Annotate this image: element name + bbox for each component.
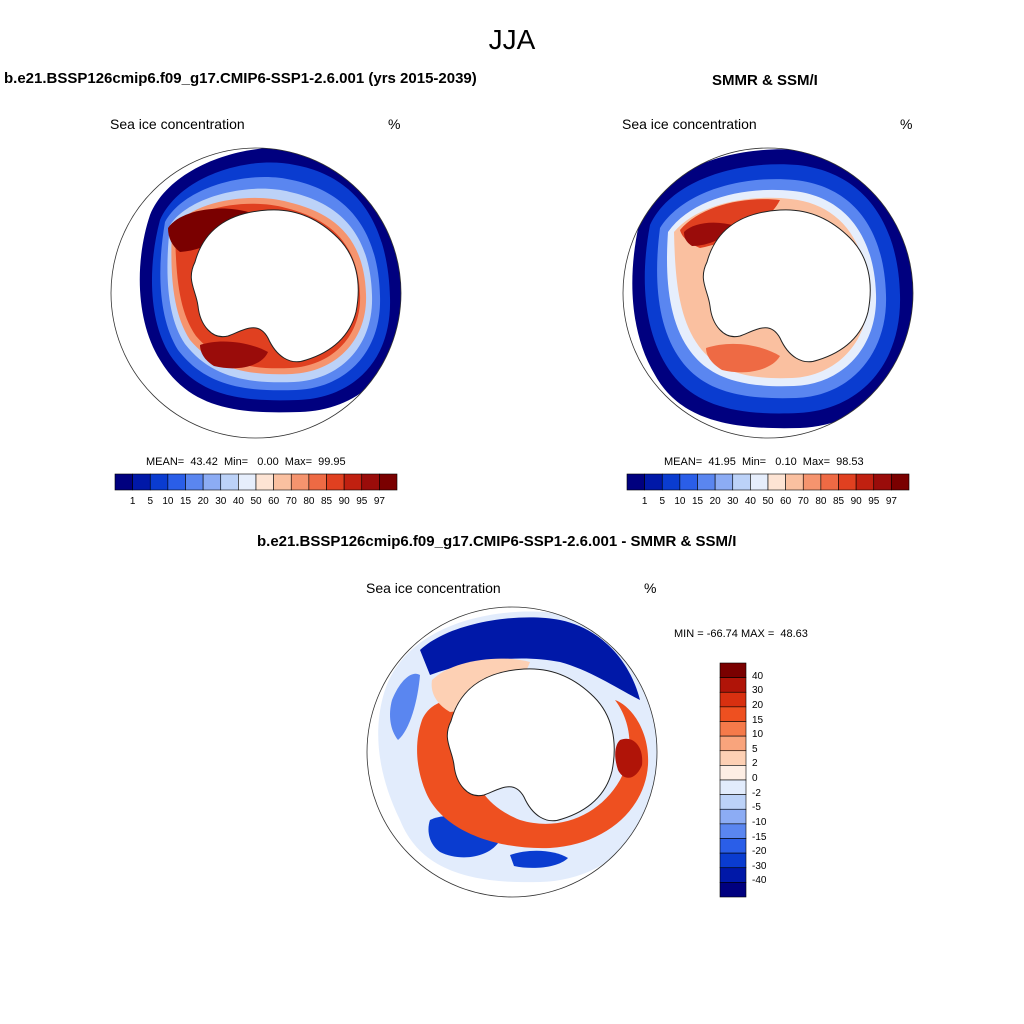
colorbar-tick-label: 90 xyxy=(850,496,862,507)
panel-stats-model: MEAN= 43.42 Min= 0.00 Max= 99.95 xyxy=(146,456,346,468)
antarctica-outline xyxy=(446,668,615,822)
colorbar-tick-label: 1 xyxy=(641,496,648,507)
colorbar-tick-label: 10 xyxy=(674,496,686,507)
colorbar-tick-label: 85 xyxy=(832,496,845,507)
colorbar-tick-label: 15 xyxy=(691,496,704,507)
colorbar-tick-label: 20 xyxy=(197,496,209,507)
colorbar-tick-label: 80 xyxy=(303,496,315,507)
panel-variable-label-diff: Sea ice concentration xyxy=(366,580,501,596)
colorbar-tick-label: 97 xyxy=(885,496,897,507)
colorbar-swatch xyxy=(719,721,747,737)
diff-negative-west xyxy=(390,673,420,740)
colorbar-swatch xyxy=(719,867,747,883)
colorbar-tick-label: 40 xyxy=(744,496,756,507)
colorbar-swatch xyxy=(719,838,747,854)
colorbar-tick-label: 10 xyxy=(162,496,174,507)
colorbar-tick-label: 85 xyxy=(320,496,333,507)
colorbar-swatch xyxy=(719,808,747,825)
ice-max-weddell xyxy=(684,222,736,246)
panel-units-label-model: % xyxy=(388,116,401,132)
colorbar-tick-label: 60 xyxy=(780,496,792,507)
colorbar-tick-label: 40 xyxy=(752,670,764,682)
colorbar-tick-label: 5 xyxy=(147,496,154,507)
colorbar-tick-label: 15 xyxy=(179,496,192,507)
colorbar-tick-label: 95 xyxy=(868,496,880,507)
panel-stats-diff: MIN = -66.74 MAX = 48.63 xyxy=(674,628,808,640)
colorbar-tick-label: 15 xyxy=(752,714,764,726)
colorbar-tick-label: 1 xyxy=(129,496,136,507)
colorbar-tick-label: -2 xyxy=(752,787,761,799)
colorbar-tick-label: 0 xyxy=(752,773,758,784)
colorbar-swatch xyxy=(719,823,747,839)
panel-title-model: b.e21.BSSP126cmip6.f09_g17.CMIP6-SSP1-2.… xyxy=(4,70,477,87)
colorbar-tick-label: 20 xyxy=(709,496,721,507)
colorbar-swatch xyxy=(719,706,747,722)
colorbar-tick-label: -5 xyxy=(752,802,761,814)
colorbar-tick-label: 97 xyxy=(373,496,385,507)
colorbar-model xyxy=(114,473,398,491)
colorbar-tick-label: 80 xyxy=(815,496,827,507)
panel-title-obs: SMMR & SSM/I xyxy=(712,72,818,89)
colorbar-tick-label: 2 xyxy=(752,758,758,770)
colorbar-swatch xyxy=(719,691,747,708)
colorbar-tick-label: 10 xyxy=(752,729,764,741)
colorbar-swatch xyxy=(719,852,747,869)
colorbar-swatch xyxy=(719,662,747,678)
ice-high-ross xyxy=(706,343,780,373)
colorbar-tick-label: 30 xyxy=(752,685,764,697)
colorbar-obs xyxy=(626,473,910,491)
colorbar-tick-label: 95 xyxy=(356,496,368,507)
diff-positive-ring xyxy=(417,700,649,849)
figure-title: JJA xyxy=(488,24,536,55)
colorbar-swatch xyxy=(719,765,747,781)
panel-units-label-diff: % xyxy=(644,580,657,596)
panel-units-label-obs: % xyxy=(900,116,913,132)
panel-variable-label-model: Sea ice concentration xyxy=(110,116,245,132)
colorbar-swatch xyxy=(719,677,747,693)
ice-max-ross xyxy=(200,341,268,369)
colorbar-tick-label: 5 xyxy=(752,743,758,755)
colorbar-tick-label: -10 xyxy=(752,816,767,828)
panel-stats-obs: MEAN= 41.95 Min= 0.10 Max= 98.53 xyxy=(664,456,864,468)
colorbar-tick-label: 20 xyxy=(752,699,764,711)
antarctica-outline xyxy=(190,209,359,363)
colorbar-tick-label: 5 xyxy=(659,496,666,507)
diff-negative-north xyxy=(420,617,640,700)
colorbar-tick-label: 90 xyxy=(338,496,350,507)
colorbar-tick-label: -15 xyxy=(752,831,767,843)
colorbar-swatch xyxy=(891,473,910,491)
colorbar-swatch xyxy=(719,882,747,898)
colorbar-swatch xyxy=(719,779,747,795)
diff-strong-east xyxy=(615,738,643,778)
colorbar-swatch xyxy=(719,750,747,766)
colorbar-tick-label: -40 xyxy=(752,875,767,887)
colorbar-swatch xyxy=(719,735,747,752)
colorbar-diff xyxy=(719,662,747,898)
colorbar-tick-label: -20 xyxy=(752,846,767,858)
colorbar-tick-label: 50 xyxy=(762,496,774,507)
colorbar-tick-label: 70 xyxy=(285,496,297,507)
colorbar-tick-label: -30 xyxy=(752,860,767,872)
colorbar-tick-label: 40 xyxy=(232,496,244,507)
colorbar-tick-label: 30 xyxy=(215,496,227,507)
colorbar-swatch xyxy=(719,794,747,810)
colorbar-tick-label: 30 xyxy=(727,496,739,507)
colorbar-swatch xyxy=(379,473,398,491)
diff-negative-south2 xyxy=(510,850,568,868)
antarctica-outline xyxy=(702,209,871,363)
colorbar-tick-label: 70 xyxy=(797,496,809,507)
colorbar-tick-label: 50 xyxy=(250,496,262,507)
panel-variable-label-obs: Sea ice concentration xyxy=(622,116,757,132)
panel-title-diff: b.e21.BSSP126cmip6.f09_g17.CMIP6-SSP1-2.… xyxy=(257,533,737,550)
colorbar-tick-label: 60 xyxy=(268,496,280,507)
